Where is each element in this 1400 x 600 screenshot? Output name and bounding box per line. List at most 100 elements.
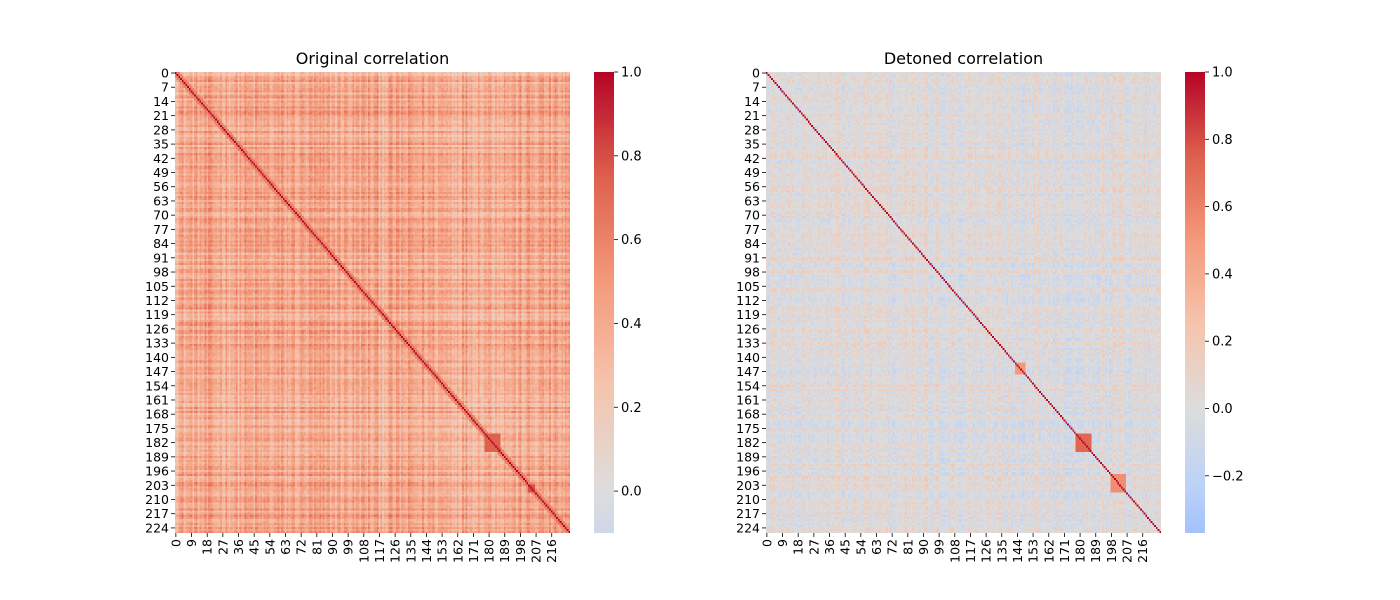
- x-tick-label: 216: [1135, 539, 1150, 563]
- x-tick-label: 153: [1026, 539, 1041, 563]
- y-tick-label: 105: [736, 279, 760, 294]
- y-tick-label: 49: [744, 165, 760, 180]
- y-tick-label: 70: [153, 208, 169, 223]
- colorbar-tick-label: 0.6: [621, 233, 642, 248]
- x-tick-label: 45: [247, 539, 262, 555]
- chart-title: Original correlation: [296, 49, 450, 68]
- y-axis: 0714212835424956637077849198105112119126…: [736, 66, 766, 535]
- y-tick-label: 161: [736, 392, 760, 407]
- x-tick-label: 189: [1088, 539, 1103, 563]
- x-tick-label: 117: [372, 539, 387, 563]
- y-tick-label: 147: [736, 364, 760, 379]
- y-tick-label: 21: [744, 108, 760, 123]
- colorbar-tick-label: 0.8: [1212, 133, 1233, 148]
- colorbar-tick-label: 1.0: [1212, 66, 1233, 81]
- y-tick-label: 126: [736, 321, 760, 336]
- x-tick-label: 207: [1120, 539, 1135, 563]
- y-tick-label: 175: [145, 421, 169, 436]
- y-tick-label: 7: [161, 80, 169, 95]
- heatmap-panel-2: Detoned correlation071421283542495663707…: [736, 49, 1243, 563]
- y-tick-label: 42: [153, 151, 169, 166]
- x-tick-label: 36: [822, 539, 837, 555]
- x-tick-label: 135: [994, 539, 1009, 563]
- x-tick-label: 198: [513, 539, 528, 563]
- y-tick-label: 140: [145, 350, 169, 365]
- x-tick-label: 180: [1073, 539, 1088, 563]
- x-axis: 0 9 18 27 36 45 54 63 72 81 90 99 108 117 126 135 144 153…: [759, 533, 1150, 563]
- x-tick-label: 27: [215, 539, 230, 555]
- y-tick-label: 56: [744, 179, 760, 194]
- y-tick-label: 217: [145, 506, 169, 521]
- y-tick-label: 203: [736, 478, 760, 493]
- y-tick-label: 98: [744, 265, 760, 280]
- y-tick-label: 189: [736, 449, 760, 464]
- colorbar-tick-label: 0.0: [1212, 402, 1233, 417]
- y-tick-label: 21: [153, 108, 169, 123]
- x-tick-label: 18: [200, 539, 215, 555]
- colorbar-tick-label: 0.2: [1212, 335, 1233, 350]
- y-tick-label: 210: [736, 492, 760, 507]
- y-tick-label: 133: [145, 336, 169, 351]
- y-tick-label: 182: [145, 435, 169, 450]
- colorbar-tick-label: 0.4: [621, 317, 642, 332]
- y-tick-label: 154: [736, 378, 760, 393]
- x-tick-label: 72: [294, 539, 309, 555]
- y-tick-label: 105: [145, 279, 169, 294]
- y-tick-label: 196: [145, 464, 169, 479]
- x-tick-label: 0: [759, 539, 774, 547]
- x-tick-label: 45: [838, 539, 853, 555]
- y-tick-label: 210: [145, 492, 169, 507]
- y-tick-label: 98: [153, 265, 169, 280]
- heatmap-cells: [766, 72, 1161, 533]
- y-tick-label: 161: [145, 392, 169, 407]
- y-tick-label: 7: [752, 80, 760, 95]
- x-tick-label: 216: [544, 539, 559, 563]
- x-tick-label: 54: [262, 539, 277, 555]
- y-tick-label: 217: [736, 506, 760, 521]
- y-tick-label: 91: [744, 250, 760, 265]
- colorbar-tick-label: 0.0: [621, 485, 642, 500]
- y-tick-label: 28: [153, 122, 169, 137]
- y-axis: 0714212835424956637077849198105112119126…: [145, 66, 175, 535]
- y-tick-label: 91: [153, 250, 169, 265]
- y-tick-label: 14: [744, 94, 760, 109]
- y-tick-label: 140: [736, 350, 760, 365]
- x-tick-label: 144: [1010, 539, 1025, 563]
- y-tick-label: 175: [736, 421, 760, 436]
- x-tick-label: 171: [466, 539, 481, 563]
- y-tick-label: 133: [736, 336, 760, 351]
- y-tick-label: 224: [145, 520, 169, 535]
- y-tick-label: 70: [744, 208, 760, 223]
- x-tick-label: 180: [482, 539, 497, 563]
- x-tick-label: 90: [325, 539, 340, 555]
- x-tick-label: 81: [309, 539, 324, 555]
- y-tick-label: 189: [145, 449, 169, 464]
- x-tick-label: 99: [341, 539, 356, 555]
- y-tick-label: 0: [752, 66, 760, 81]
- colorbar-tick-label: 0.2: [621, 401, 642, 416]
- x-tick-label: 144: [419, 539, 434, 563]
- x-tick-label: 108: [356, 539, 371, 563]
- x-tick-label: 9: [184, 539, 199, 547]
- x-tick-label: 135: [403, 539, 418, 563]
- heatmap-panel-1: Original correlation07142128354249566370…: [145, 49, 642, 563]
- x-axis: 0 9 18 27 36 45 54 63 72 81 90 99 108 117 126 135 144 153…: [168, 533, 559, 563]
- y-tick-label: 119: [145, 307, 169, 322]
- colorbar-gradient: [1185, 72, 1205, 533]
- y-tick-label: 126: [145, 321, 169, 336]
- y-tick-label: 147: [145, 364, 169, 379]
- x-tick-label: 198: [1104, 539, 1119, 563]
- x-tick-label: 90: [916, 539, 931, 555]
- x-tick-label: 63: [278, 539, 293, 555]
- y-tick-label: 168: [145, 407, 169, 422]
- colorbar-gradient: [594, 72, 614, 533]
- y-tick-label: 49: [153, 165, 169, 180]
- x-tick-label: 162: [450, 539, 465, 563]
- y-tick-label: 196: [736, 464, 760, 479]
- chart-title: Detoned correlation: [884, 49, 1043, 68]
- colorbar-tick-label: 0.8: [621, 149, 642, 164]
- colorbar-tick-label: 0.4: [1212, 267, 1233, 282]
- y-tick-label: 35: [744, 137, 760, 152]
- colorbar-tick-label: 0.6: [1212, 200, 1233, 215]
